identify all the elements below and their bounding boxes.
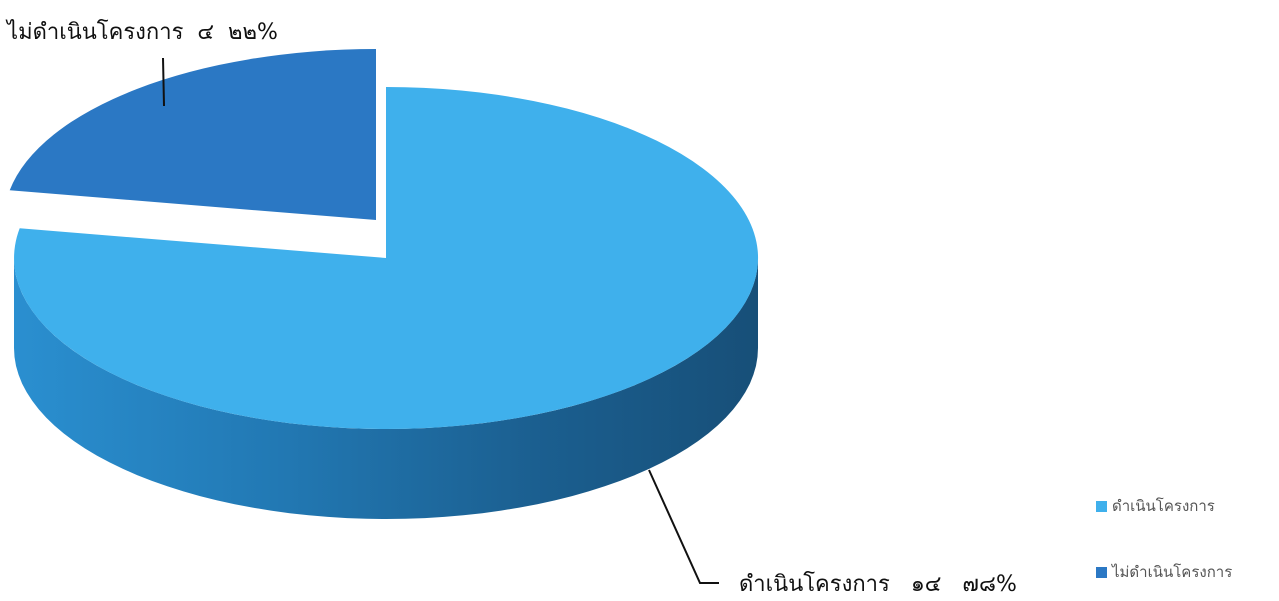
pie-slice-done bbox=[14, 87, 759, 519]
leader-line-not-done bbox=[162, 57, 165, 107]
legend-label-done: ดำเนินโครงการ bbox=[1112, 497, 1215, 515]
data-label-not-done-text: ไม่ดำเนินโครงการ bbox=[7, 20, 184, 45]
data-label-done-text: ดำเนินโครงการ bbox=[739, 572, 890, 597]
chart-legend: ดำเนินโครงการ ไม่ดำเนินโครงการ bbox=[1096, 496, 1232, 582]
leader-line-done bbox=[648, 469, 719, 584]
data-label-not-done: ไม่ดำเนินโครงการ ๔ ๒๒% bbox=[7, 14, 278, 49]
data-label-not-done-percent: ๒๒% bbox=[228, 20, 278, 45]
data-label-done-count: ๑๔ bbox=[910, 572, 942, 597]
legend-swatch-not-done bbox=[1096, 566, 1107, 578]
data-label-done: ดำเนินโครงการ ๑๔ ๗๘% bbox=[739, 566, 1017, 601]
pie-slice-top bbox=[14, 87, 759, 429]
legend-swatch-done bbox=[1096, 500, 1107, 512]
pie-slice-top bbox=[9, 49, 376, 220]
legend-item-not-done: ไม่ดำเนินโครงการ bbox=[1096, 562, 1232, 582]
data-label-not-done-count: ๔ bbox=[197, 20, 215, 45]
legend-label-not-done: ไม่ดำเนินโครงการ bbox=[1112, 563, 1233, 581]
pie-slice-not-done bbox=[9, 49, 376, 220]
pie-slice-side bbox=[14, 258, 758, 519]
data-label-done-percent: ๗๘% bbox=[962, 572, 1017, 597]
legend-item-done: ดำเนินโครงการ bbox=[1096, 496, 1232, 516]
